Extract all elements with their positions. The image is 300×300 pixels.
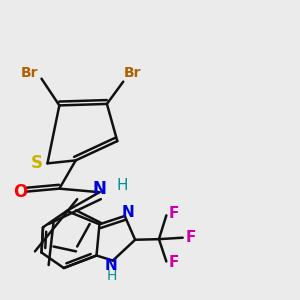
Text: Br: Br <box>21 66 38 80</box>
Text: H: H <box>116 178 128 193</box>
Text: F: F <box>186 230 196 245</box>
Text: Br: Br <box>123 66 141 80</box>
Text: H: H <box>106 269 116 283</box>
Text: N: N <box>121 205 134 220</box>
Text: F: F <box>169 255 179 270</box>
Text: N: N <box>92 180 106 198</box>
Text: N: N <box>105 258 118 273</box>
Text: O: O <box>13 183 27 201</box>
Text: S: S <box>31 154 43 172</box>
Text: F: F <box>169 206 179 221</box>
